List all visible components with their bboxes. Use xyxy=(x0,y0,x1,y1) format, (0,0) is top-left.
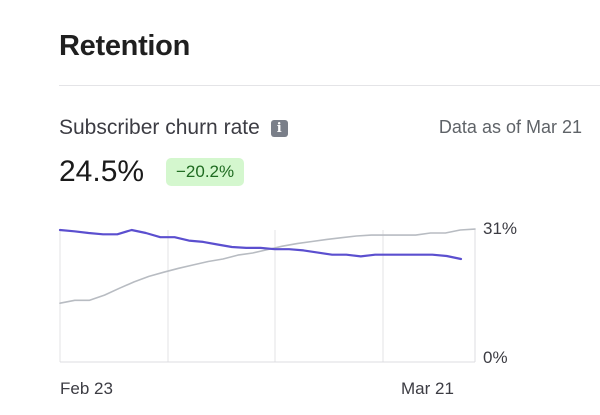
y-tick-label-top: 31% xyxy=(483,219,518,238)
section-divider xyxy=(59,85,600,86)
change-badge: −20.2% xyxy=(166,158,245,186)
chart-series xyxy=(58,228,476,304)
churn-chart xyxy=(58,228,476,363)
y-tick-label-bottom: 0% xyxy=(483,348,508,367)
page-title: Retention xyxy=(59,30,191,62)
data-as-of-text: Data as of Mar 21 xyxy=(438,117,582,137)
series-line-churn xyxy=(58,228,463,261)
chart-grid xyxy=(59,230,476,363)
metric-label: Subscriber churn rate i xyxy=(59,115,288,141)
series-line-comparison xyxy=(59,228,476,304)
metric-value: 24.5% xyxy=(59,155,145,188)
info-icon[interactable]: i xyxy=(270,119,288,137)
x-tick-label-end: Mar 21 xyxy=(401,379,454,398)
metric-label-text: Subscriber churn rate xyxy=(59,116,260,139)
x-tick-label-start: Feb 23 xyxy=(60,379,113,398)
